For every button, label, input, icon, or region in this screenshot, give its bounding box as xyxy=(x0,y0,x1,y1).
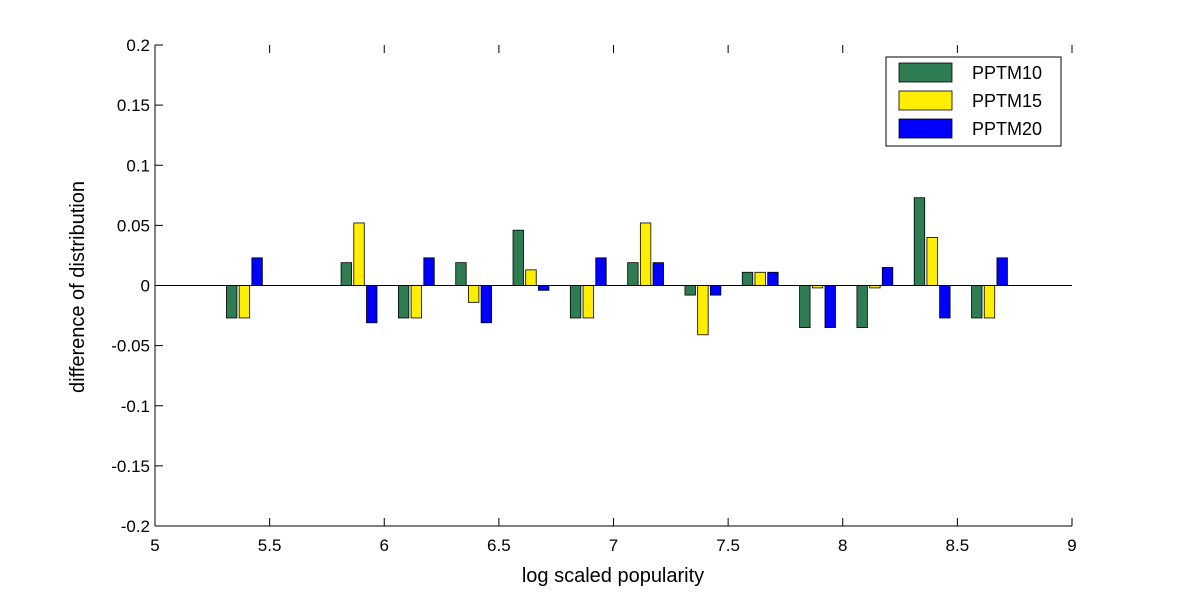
bar-pptm20-11 xyxy=(939,285,951,319)
x-tick-label: 6.5 xyxy=(487,536,511,555)
bar-pptm10-4 xyxy=(512,229,524,286)
bar-pptm15-8 xyxy=(754,271,766,286)
bar-pptm15-5 xyxy=(582,285,594,319)
bar-pptm20-0 xyxy=(251,257,263,286)
y-tick-label: 0.1 xyxy=(126,156,150,175)
y-tick-label: -0.15 xyxy=(111,457,150,476)
bar-pptm10-6 xyxy=(627,262,639,286)
bar-pptm10-10 xyxy=(856,285,868,328)
y-tick-label: -0.2 xyxy=(121,517,150,536)
bar-pptm20-6 xyxy=(652,262,664,286)
y-ticks-group: -0.2 -0.15 -0.1 -0.05 0 0.05 0.1 0.15 0.2 xyxy=(111,36,163,536)
bar-pptm15-6 xyxy=(639,222,652,286)
y-tick-label: 0 xyxy=(141,277,150,296)
legend-label-pptm15: PPTM15 xyxy=(972,91,1042,111)
bar-pptm15-0 xyxy=(238,285,251,319)
bar-pptm15-1 xyxy=(353,222,365,286)
bar-pptm10-8 xyxy=(741,271,754,286)
bar-pptm20-1 xyxy=(366,285,378,324)
x-tick-label: 7.5 xyxy=(716,536,740,555)
y-tick-label: -0.1 xyxy=(121,397,150,416)
bar-pptm10-1 xyxy=(340,262,352,286)
legend-swatch-pptm10 xyxy=(898,62,953,83)
bar-pptm20-3 xyxy=(480,285,493,324)
x-tick-label: 5.5 xyxy=(258,536,282,555)
bar-pptm20-8 xyxy=(767,271,779,286)
y-tick-label: 0.05 xyxy=(117,216,150,235)
legend: PPTM10 PPTM15 PPTM20 xyxy=(885,56,1062,147)
bar-pptm20-10 xyxy=(881,267,894,286)
bar-pptm20-5 xyxy=(595,257,607,286)
x-tick-label: 9 xyxy=(1067,536,1076,555)
bar-pptm20-7 xyxy=(709,285,722,296)
x-axis-label: log scaled popularity xyxy=(522,565,704,587)
bar-pptm15-7 xyxy=(697,285,709,336)
x-ticks-group: 5 5.5 6 6.5 7 7.5 8 8.5 9 xyxy=(150,45,1077,555)
x-tick-label: 5 xyxy=(150,536,159,555)
legend-swatch-pptm20 xyxy=(898,118,953,139)
y-tick-label: 0.15 xyxy=(117,96,150,115)
x-tick-label: 8.5 xyxy=(946,536,970,555)
bar-pptm15-3 xyxy=(468,285,480,303)
bar-pptm20-12 xyxy=(996,257,1008,286)
y-tick-label: 0.2 xyxy=(126,36,150,55)
legend-label-pptm20: PPTM20 xyxy=(972,119,1042,139)
bar-pptm20-9 xyxy=(824,285,836,328)
bar-pptm15-4 xyxy=(525,269,537,286)
bar-pptm10-5 xyxy=(569,285,582,319)
bar-pptm15-2 xyxy=(410,285,422,319)
x-tick-label: 6 xyxy=(380,536,389,555)
y-tick-label: -0.05 xyxy=(111,337,150,356)
bar-pptm10-9 xyxy=(799,285,811,328)
bar-pptm15-11 xyxy=(926,236,938,286)
x-tick-label: 7 xyxy=(609,536,618,555)
bar-pptm10-3 xyxy=(455,262,467,286)
legend-label-pptm10: PPTM10 xyxy=(972,63,1042,83)
bar-pptm20-4 xyxy=(538,285,550,291)
bar-pptm10-11 xyxy=(913,197,926,286)
bar-pptm10-12 xyxy=(971,285,983,319)
y-axis-label: difference of distribution xyxy=(67,181,89,393)
bar-pptm10-0 xyxy=(226,285,238,319)
legend-swatch-pptm15 xyxy=(898,90,953,111)
bar-pptm10-7 xyxy=(684,285,696,296)
bar-pptm20-2 xyxy=(423,257,435,286)
bar-pptm15-12 xyxy=(983,285,996,319)
x-tick-label: 8 xyxy=(838,536,847,555)
bar-pptm10-2 xyxy=(397,285,410,319)
